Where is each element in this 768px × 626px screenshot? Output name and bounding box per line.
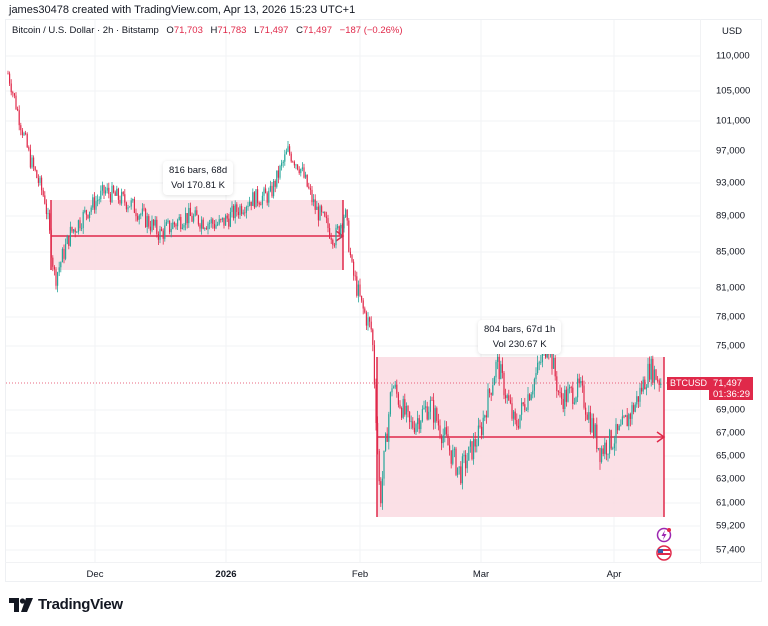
range-volume-text: Vol 230.67 K [492, 339, 547, 350]
tradingview-logo[interactable]: TradingView [9, 596, 123, 613]
tradingview-wordmark: TradingView [38, 596, 123, 613]
close-value: 71,497 [302, 25, 333, 36]
time-tick-label: Mar [472, 569, 490, 580]
price-tick-label: 89,000 [716, 210, 746, 222]
price-tick-label: 105,000 [716, 85, 751, 97]
price-tick-label: 110,000 [716, 50, 750, 62]
close-label: C [296, 25, 303, 36]
last-price-tag: 71,497 01:36:29 [709, 377, 753, 400]
high-value: 71,783 [217, 25, 247, 36]
time-tick-label: Apr [606, 569, 622, 580]
price-tick-label: 69,000 [716, 404, 746, 416]
open-label: O [166, 25, 174, 36]
price-tick-label: 65,000 [716, 450, 746, 462]
time-tick-label: Feb [351, 569, 369, 580]
symbol-legend: Bitcoin / U.S. Dollar · 2h · Bitstamp O7… [12, 25, 403, 36]
low-label: L [254, 25, 260, 36]
symbol-price-tag: BTCUSD [667, 377, 711, 390]
change-value: −187 (−0.26%) [339, 25, 403, 36]
price-tick-label: 97,000 [716, 145, 746, 157]
range-tooltip-1: 816 bars, 68d Vol 170.81 K [163, 161, 234, 195]
price-axis[interactable] [700, 19, 762, 564]
range-bars-text: 804 bars, 67d 1h [484, 324, 556, 335]
price-tick-label: 78,000 [716, 311, 746, 323]
lightning-event-icon[interactable] [656, 527, 672, 543]
time-tick-label: 2026 [215, 569, 237, 580]
chart-caption: james30478 created with TradingView.com,… [9, 4, 356, 16]
price-tick-label: 75,000 [716, 340, 746, 352]
low-value: 71,497 [259, 25, 289, 36]
high-label: H [210, 25, 218, 36]
price-tick-label: 85,000 [716, 246, 746, 258]
price-tick-label: 61,000 [716, 497, 746, 509]
price-tick-label: 93,000 [716, 177, 746, 189]
price-tick-label: 101,000 [716, 115, 751, 127]
bar-countdown: 01:36:29 [713, 389, 750, 400]
range-bars-text: 816 bars, 68d [169, 165, 228, 176]
price-tick-label: 57,400 [716, 544, 746, 556]
currency-button[interactable]: USD [712, 22, 752, 40]
range-tooltip-2: 804 bars, 67d 1h Vol 230.67 K [478, 320, 562, 354]
tradingview-logo-icon [9, 597, 33, 612]
chart-frame [5, 19, 762, 582]
open-value: 71,703 [173, 25, 203, 36]
us-flag-event-icon[interactable] [656, 545, 672, 561]
price-tick-label: 63,000 [716, 473, 746, 485]
time-tick-label: Dec [86, 569, 104, 580]
price-tick-label: 59,200 [716, 520, 746, 532]
event-markers [656, 527, 672, 561]
last-price-value: 71,497 [713, 378, 743, 389]
symbol-title[interactable]: Bitcoin / U.S. Dollar · 2h · Bitstamp [12, 25, 159, 36]
time-axis[interactable] [5, 562, 762, 582]
price-tick-label: 67,000 [716, 427, 746, 439]
price-tick-label: 81,000 [716, 282, 746, 294]
range-volume-text: Vol 170.81 K [171, 180, 225, 191]
